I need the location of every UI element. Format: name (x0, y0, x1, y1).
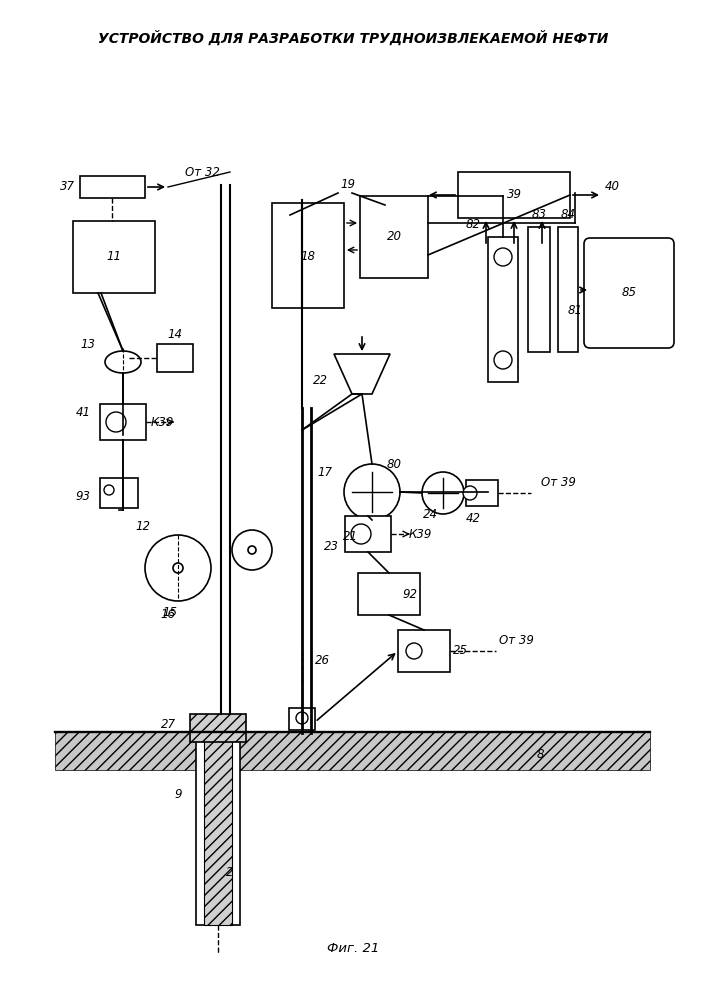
FancyBboxPatch shape (584, 238, 674, 348)
Text: 24: 24 (423, 508, 438, 520)
Bar (345, 516, 391, 552)
Circle shape (104, 485, 114, 495)
Polygon shape (334, 354, 390, 394)
Text: От 32: От 32 (185, 165, 219, 178)
Text: 12: 12 (136, 520, 151, 534)
Circle shape (463, 486, 477, 500)
Text: 13: 13 (81, 338, 95, 351)
Text: 19: 19 (341, 178, 356, 192)
Bar (157, 344, 193, 372)
Text: К39: К39 (409, 528, 432, 540)
Bar (272, 203, 344, 308)
Bar (100, 404, 146, 440)
Bar (190, 714, 246, 742)
Text: 8: 8 (536, 748, 544, 762)
Text: 9: 9 (174, 788, 182, 802)
Circle shape (494, 248, 512, 266)
Bar (488, 237, 518, 382)
Circle shape (494, 351, 512, 369)
Bar (80, 176, 145, 198)
Circle shape (422, 472, 464, 514)
Bar (73, 221, 155, 293)
Text: 80: 80 (387, 458, 402, 471)
Text: 16: 16 (160, 608, 175, 621)
Bar (558, 227, 578, 352)
Text: 85: 85 (621, 286, 636, 300)
Text: 37: 37 (59, 180, 74, 194)
Circle shape (406, 643, 422, 659)
Text: 2: 2 (226, 865, 234, 879)
Text: 92: 92 (402, 587, 418, 600)
Text: 26: 26 (315, 654, 329, 666)
Circle shape (351, 524, 371, 544)
Bar (204, 732, 232, 925)
Text: 84: 84 (561, 208, 575, 221)
Circle shape (106, 412, 126, 432)
Text: 11: 11 (107, 250, 122, 263)
Text: 83: 83 (532, 208, 547, 221)
Polygon shape (55, 732, 650, 770)
Text: К39: К39 (151, 416, 174, 428)
Circle shape (232, 530, 272, 570)
Text: Фиг. 21: Фиг. 21 (327, 942, 379, 954)
Text: 27: 27 (160, 718, 175, 730)
Bar (528, 227, 550, 352)
Bar (398, 630, 450, 672)
Text: 15: 15 (163, 606, 177, 619)
Text: 82: 82 (465, 218, 481, 231)
Text: 25: 25 (452, 645, 467, 658)
Circle shape (248, 546, 256, 554)
Text: 39: 39 (506, 188, 522, 202)
Bar (458, 172, 570, 218)
Circle shape (145, 535, 211, 601)
Circle shape (296, 712, 308, 724)
Text: 22: 22 (312, 373, 327, 386)
Text: 40: 40 (604, 180, 619, 192)
Text: От 39: От 39 (498, 634, 534, 647)
Bar (358, 573, 420, 615)
Text: 18: 18 (300, 249, 315, 262)
Bar (196, 732, 240, 925)
Circle shape (344, 464, 400, 520)
Text: 93: 93 (76, 490, 90, 504)
Text: 23: 23 (324, 540, 339, 552)
Text: 21: 21 (342, 530, 358, 544)
Text: 81: 81 (568, 304, 583, 316)
Bar (466, 480, 498, 506)
Bar (100, 478, 138, 508)
Text: 20: 20 (387, 231, 402, 243)
Text: От 39: От 39 (541, 477, 575, 489)
Text: 17: 17 (317, 466, 332, 480)
Text: 41: 41 (76, 406, 90, 418)
Ellipse shape (105, 351, 141, 373)
Text: УСТРОЙСТВО ДЛЯ РАЗРАБОТКИ ТРУДНОИЗВЛЕКАЕМОЙ НЕФТИ: УСТРОЙСТВО ДЛЯ РАЗРАБОТКИ ТРУДНОИЗВЛЕКАЕ… (98, 30, 608, 46)
Bar (289, 708, 315, 730)
Text: 42: 42 (465, 512, 481, 524)
Circle shape (173, 563, 183, 573)
Text: 14: 14 (168, 328, 182, 340)
Bar (360, 196, 428, 278)
